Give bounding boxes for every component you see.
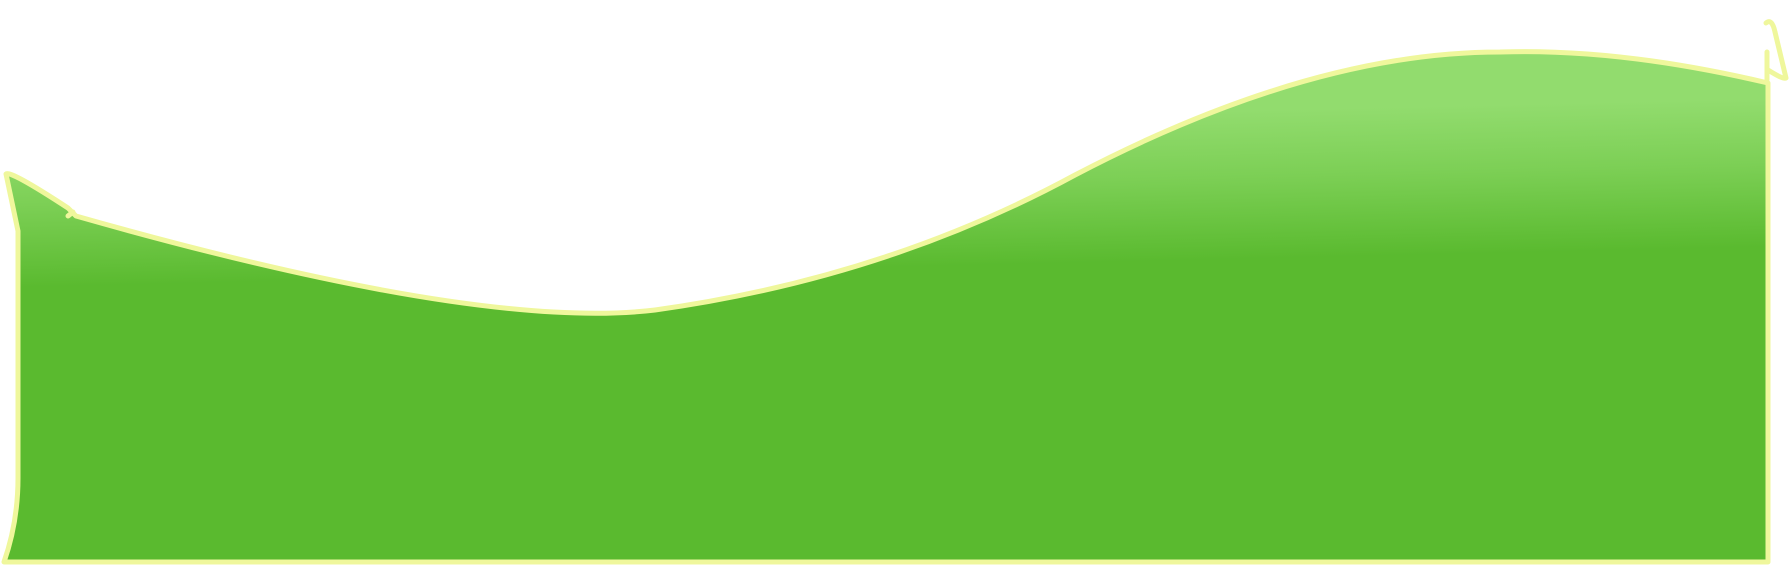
grass-hill-right-spike [1763,19,1789,83]
grass-hill [1,49,1771,565]
grass-hill-left-spur [65,209,76,219]
